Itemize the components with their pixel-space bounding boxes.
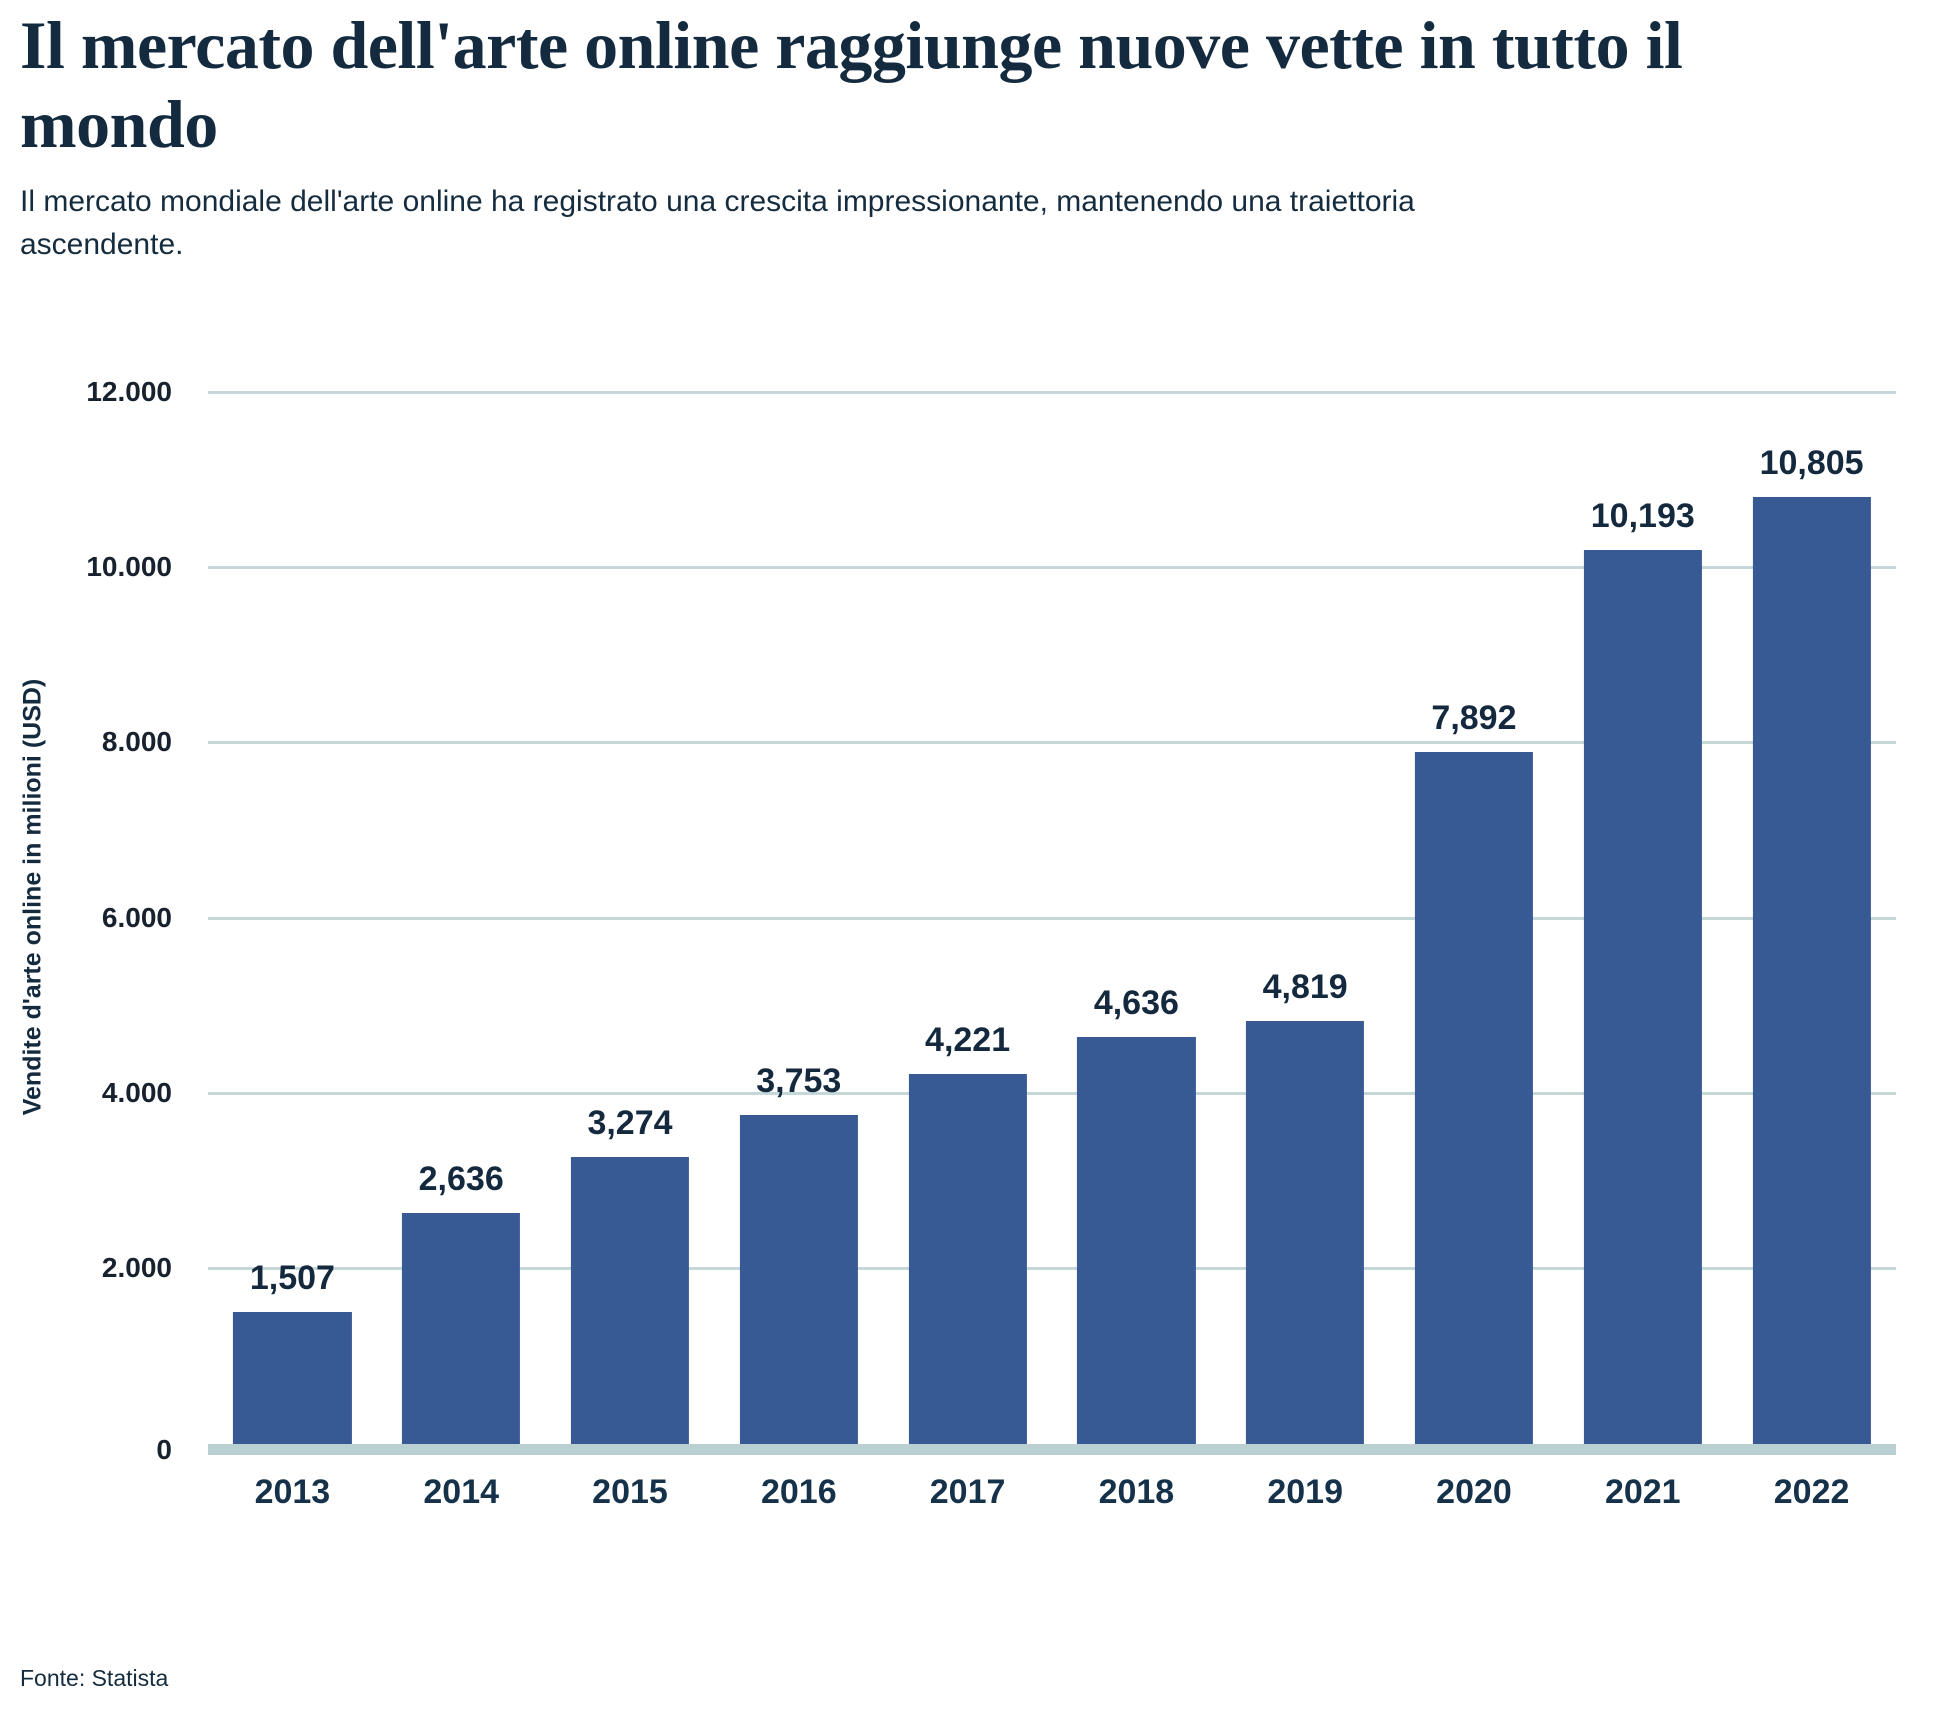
gridline — [208, 1092, 1896, 1096]
bar-value-label: 4,636 — [1093, 984, 1179, 1023]
bar-chart: Vendite d'arte online in milioni (USD) 1… — [18, 307, 1896, 1519]
gridline — [208, 1267, 1896, 1271]
x-tick-label: 2014 — [423, 1472, 500, 1511]
bar-slot: 7,892 — [1390, 392, 1559, 1444]
plot-area: 1,507 2,636 3,274 3,753 4,221 4,636 4,819 7,892… — [86, 376, 1896, 1465]
bar-slot: 10,193 — [1558, 392, 1727, 1444]
y-tick-label: 8.000 — [101, 726, 172, 758]
bar — [1246, 1021, 1365, 1444]
gridline — [208, 390, 1896, 394]
bar-slot: 4,819 — [1221, 392, 1390, 1444]
bar-slot: 4,636 — [1052, 392, 1221, 1444]
x-tick-label: 2015 — [592, 1472, 668, 1511]
gridline — [208, 916, 1896, 920]
x-axis-baseline — [208, 1443, 1896, 1455]
source-label: Fonte: Statista — [20, 1664, 169, 1691]
y-tick-label: 0 — [156, 1433, 172, 1465]
x-tick-label: 2018 — [1098, 1472, 1175, 1511]
bar — [908, 1073, 1027, 1444]
x-tick-label: 2017 — [929, 1472, 1006, 1511]
bar — [1583, 550, 1702, 1444]
x-axis-labels: 2013 2014 2015 2016 2017 2018 2019 2020 2021 2022 — [208, 1473, 1896, 1512]
x-tick-label: 2013 — [254, 1472, 331, 1511]
bars-container: 1,507 2,636 3,274 3,753 4,221 4,636 4,819 7,892… — [208, 392, 1896, 1444]
bar — [1414, 751, 1534, 1444]
x-tick-label: 2021 — [1604, 1472, 1681, 1511]
y-tick-label: 2.000 — [101, 1252, 172, 1284]
bar-slot: 2,636 — [377, 392, 546, 1444]
bar-value-label: 4,819 — [1262, 968, 1348, 1007]
bar-value-label: 10,805 — [1759, 443, 1864, 482]
bar-slot: 3,274 — [546, 392, 715, 1444]
bar-slot: 10,805 — [1727, 392, 1896, 1444]
bar-value-label: 3,274 — [587, 1103, 673, 1142]
bar-value-label: 10,193 — [1590, 497, 1695, 536]
y-axis-title: Vendite d'arte online in milioni (USD) — [18, 678, 47, 1116]
bar-value-label: 1,507 — [249, 1258, 335, 1297]
bar-value-label: 3,753 — [756, 1061, 842, 1100]
bar-slot: 3,753 — [714, 392, 883, 1444]
x-tick-label: 2016 — [760, 1472, 837, 1511]
bar-value-label: 4,221 — [925, 1020, 1011, 1059]
bar — [739, 1114, 858, 1444]
gridline — [208, 566, 1896, 570]
page-title: Il mercato dell'arte online raggiunge nu… — [20, 7, 1683, 162]
x-tick-label: 2022 — [1773, 1472, 1850, 1511]
bar-slot: 4,221 — [883, 392, 1052, 1444]
gridline — [208, 741, 1896, 745]
bar-slot: 1,507 — [208, 392, 377, 1444]
x-tick-label: 2020 — [1436, 1472, 1512, 1511]
bar — [1752, 496, 1871, 1444]
bar — [570, 1156, 690, 1444]
y-tick-label: 12.000 — [86, 375, 172, 407]
y-tick-label: 10.000 — [86, 551, 172, 583]
bar — [402, 1212, 521, 1444]
y-tick-label: 6.000 — [101, 901, 172, 933]
bar-value-label: 2,636 — [418, 1159, 504, 1198]
y-tick-label: 4.000 — [101, 1077, 172, 1109]
bar — [233, 1311, 352, 1444]
page-subtitle: Il mercato mondiale dell'arte online ha … — [20, 184, 1415, 262]
bar-value-label: 7,892 — [1431, 698, 1517, 737]
x-tick-label: 2019 — [1267, 1472, 1343, 1511]
bar — [1077, 1037, 1196, 1444]
